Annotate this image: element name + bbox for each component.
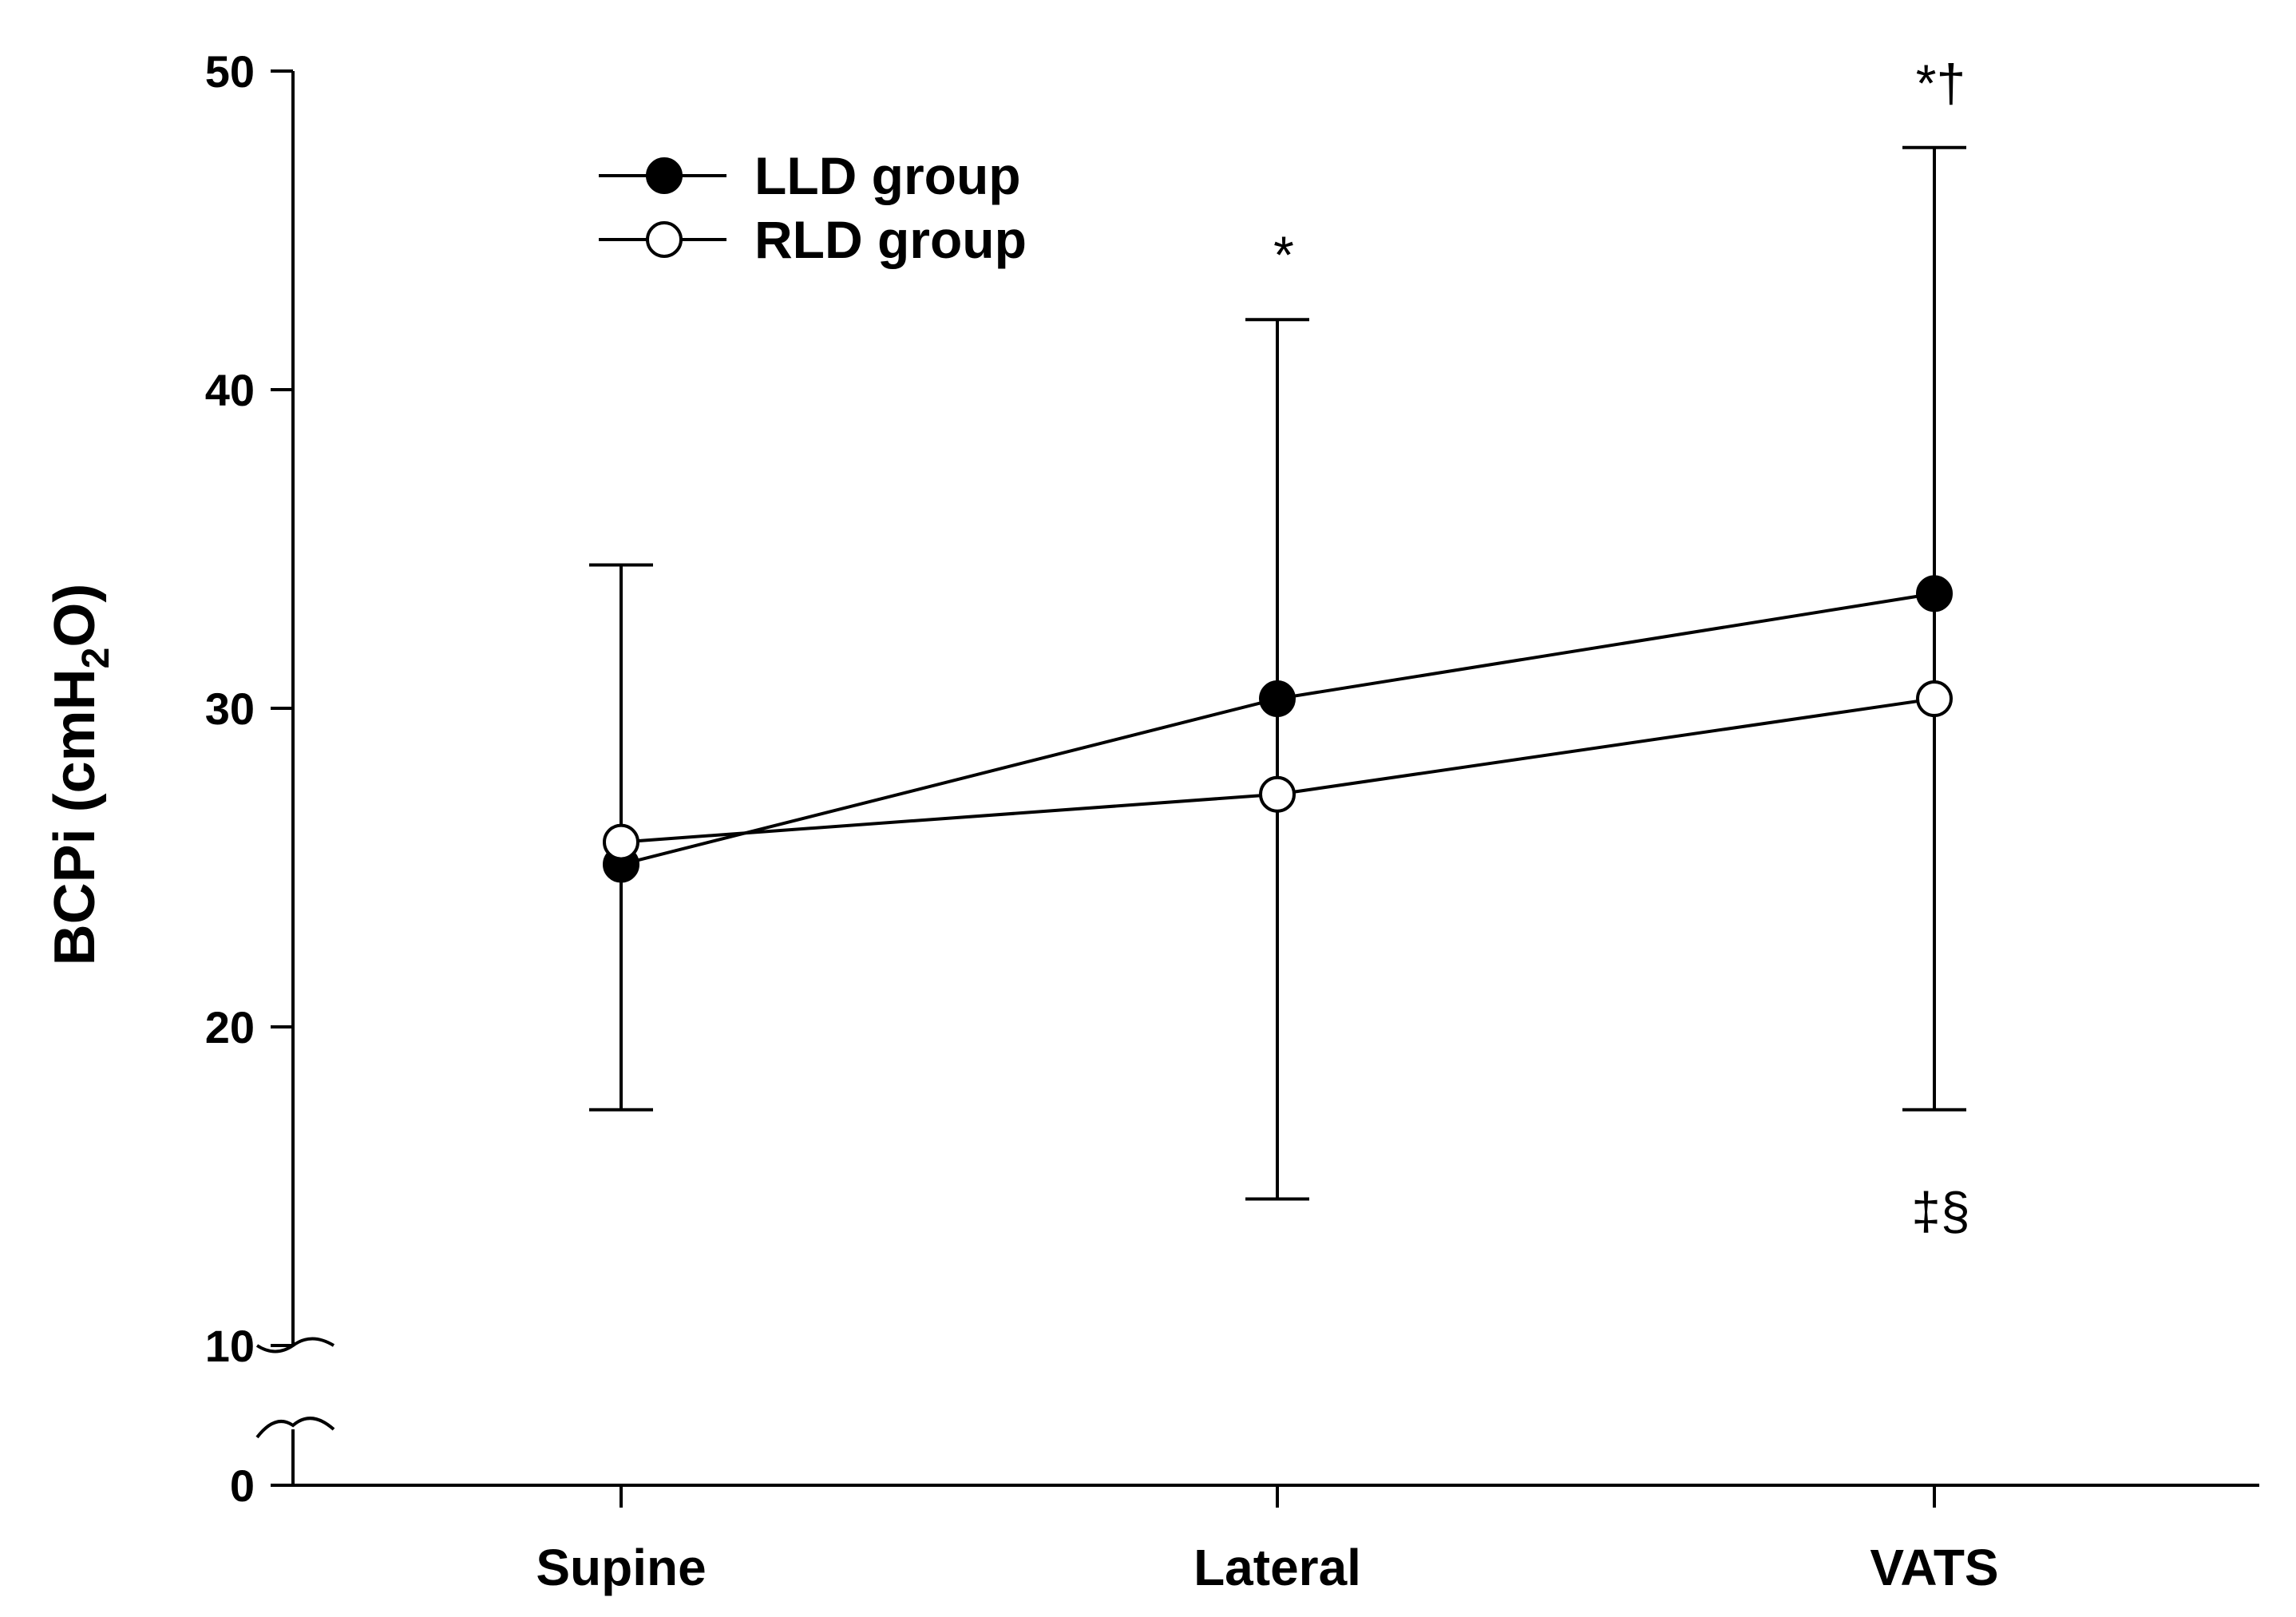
legend-marker-lld bbox=[646, 157, 683, 194]
significance-annotation: *† bbox=[1916, 54, 1965, 113]
data-point-rld bbox=[603, 823, 639, 861]
data-point-lld bbox=[1259, 680, 1296, 718]
y-tick-label: 40 bbox=[205, 365, 255, 415]
axis-break-mark-upper bbox=[255, 1337, 335, 1353]
y-axis-title: BCPi (cmH2O) bbox=[43, 584, 117, 966]
legend-label-rld: RLD group bbox=[754, 210, 1027, 269]
data-series bbox=[603, 575, 1953, 883]
significance-annotation: * bbox=[1273, 225, 1294, 284]
y-tick-label: 10 bbox=[205, 1321, 255, 1371]
error-bars bbox=[589, 145, 1966, 1201]
legend-label-lld: LLD group bbox=[754, 146, 1021, 205]
data-point-rld bbox=[1916, 680, 1953, 718]
x-tick-label: Supine bbox=[536, 1539, 706, 1596]
annotations: * *† ‡§ bbox=[1273, 54, 1970, 1241]
y-tick-label: 30 bbox=[205, 684, 255, 734]
y-tick-label: 0 bbox=[230, 1460, 255, 1511]
axis-break-mark-lower bbox=[255, 1417, 335, 1439]
data-point-lld bbox=[1916, 575, 1953, 612]
data-point-rld bbox=[1259, 775, 1296, 813]
axes: 0 10 20 30 40 50 Supine Lateral VATS BCPi (cmH2O) bbox=[43, 46, 2259, 1596]
x-tick-label: Lateral bbox=[1194, 1539, 1361, 1596]
y-tick-label: 50 bbox=[205, 46, 255, 97]
y-tick-label: 20 bbox=[205, 1002, 255, 1052]
legend-marker-rld bbox=[646, 221, 683, 258]
x-tick-label: VATS bbox=[1870, 1539, 1998, 1596]
significance-annotation: ‡§ bbox=[1911, 1182, 1969, 1241]
